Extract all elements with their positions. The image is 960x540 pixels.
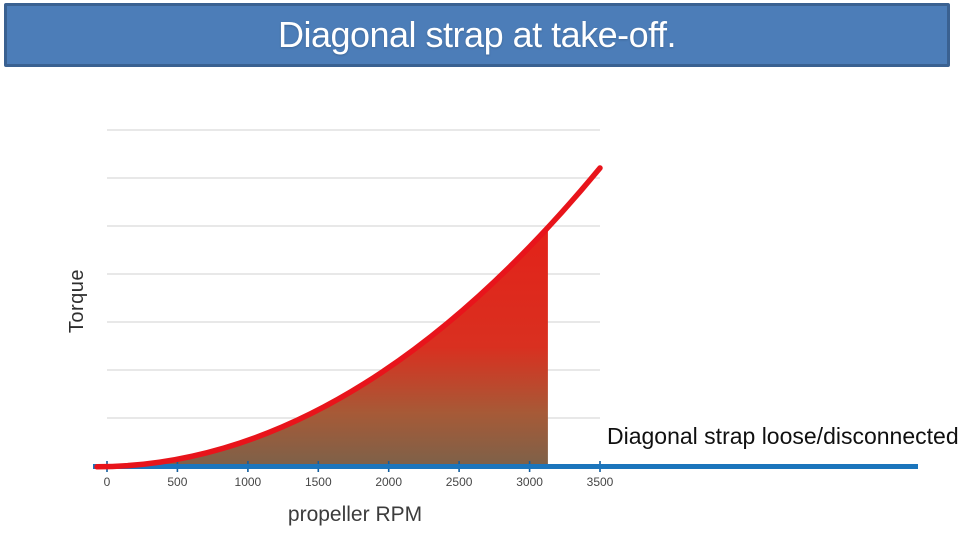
y-axis-label: Torque <box>66 269 88 334</box>
slide-title: Diagonal strap at take-off. <box>277 14 677 55</box>
torque-area-fill <box>107 227 548 466</box>
torque-curve <box>94 165 603 470</box>
title-bar: Diagonal strap at take-off. <box>4 3 950 67</box>
x-tick-label-2500: 2500 <box>445 475 473 489</box>
x-tick-label-1000: 1000 <box>234 475 262 489</box>
x-tick-label-3000: 3000 <box>516 475 543 489</box>
x-tick-label-1500: 1500 <box>304 475 332 489</box>
x-tick-label-0: 0 <box>103 475 111 489</box>
x-tick-label-3500: 3500 <box>586 475 614 489</box>
annotation-strap-loose: Diagonal strap loose/disconnected. <box>607 423 960 449</box>
x-tick-label-2000: 2000 <box>375 475 403 489</box>
x-tick-label-500: 500 <box>167 475 188 489</box>
x-axis-label: propeller RPM <box>287 503 423 526</box>
